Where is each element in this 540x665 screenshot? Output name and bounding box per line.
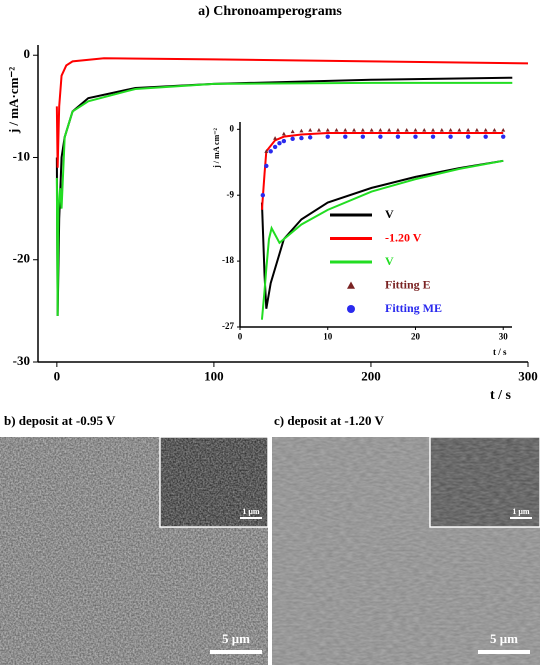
x-tick-label: 0 bbox=[238, 331, 243, 341]
scale-label: 5 μm bbox=[490, 631, 518, 646]
scale-label: 1 μm bbox=[242, 507, 260, 516]
marker bbox=[299, 135, 304, 141]
chart-title: a) Chronoamperograms bbox=[198, 4, 342, 19]
sem-image bbox=[0, 436, 269, 665]
y-tick-label: -27 bbox=[222, 321, 234, 331]
marker bbox=[325, 134, 330, 139]
data-line bbox=[55, 81, 513, 316]
marker bbox=[264, 149, 269, 153]
data-line bbox=[55, 76, 513, 317]
scale-label: 5 μm bbox=[222, 631, 250, 646]
y-tick-label: 0 bbox=[230, 123, 235, 133]
marker bbox=[413, 128, 418, 132]
marker bbox=[430, 134, 436, 139]
marker bbox=[501, 134, 506, 139]
marker bbox=[395, 128, 400, 132]
marker bbox=[299, 128, 304, 133]
marker bbox=[413, 134, 418, 139]
y-tick-label: -20 bbox=[13, 251, 30, 266]
marker bbox=[474, 128, 479, 132]
panel-label: b) deposit at -0.95 V bbox=[4, 413, 116, 428]
x-tick-label: 10 bbox=[323, 331, 333, 341]
marker bbox=[260, 193, 266, 198]
marker bbox=[334, 128, 339, 132]
sem-image bbox=[272, 436, 540, 665]
marker bbox=[273, 136, 278, 140]
marker bbox=[483, 134, 488, 139]
panel-label: c) deposit at -1.20 V bbox=[274, 413, 385, 428]
legend-label: Fitting ME bbox=[385, 301, 442, 315]
marker bbox=[290, 129, 295, 134]
x-tick-label: 200 bbox=[361, 368, 381, 383]
x-tick-label: 100 bbox=[204, 368, 224, 383]
marker bbox=[431, 128, 436, 132]
x-tick-label: 300 bbox=[518, 368, 538, 383]
data-line bbox=[55, 57, 529, 168]
marker bbox=[501, 128, 506, 132]
legend-label: Fitting E bbox=[385, 277, 431, 291]
marker bbox=[347, 281, 355, 289]
y-tick-label: -10 bbox=[13, 148, 30, 163]
marker bbox=[268, 149, 273, 154]
marker bbox=[465, 134, 471, 139]
x-axis-label: t / s bbox=[490, 388, 512, 403]
y-axis-label: j / mA·cm⁻² bbox=[6, 67, 21, 134]
legend-label: V bbox=[385, 254, 394, 268]
y-tick-label: -9 bbox=[227, 189, 235, 199]
marker bbox=[281, 138, 287, 144]
x-tick-label: 20 bbox=[411, 331, 421, 341]
x-tick-label: 30 bbox=[499, 331, 509, 341]
marker bbox=[466, 128, 471, 132]
legend-label: -1.20 V bbox=[385, 230, 422, 244]
marker bbox=[272, 144, 278, 150]
marker bbox=[378, 128, 383, 132]
marker bbox=[360, 134, 366, 139]
marker bbox=[369, 128, 374, 132]
marker bbox=[492, 128, 497, 132]
marker bbox=[264, 163, 269, 169]
marker bbox=[307, 135, 313, 140]
data-line bbox=[260, 159, 504, 320]
marker bbox=[378, 134, 383, 139]
marker bbox=[352, 128, 357, 132]
marker bbox=[290, 136, 295, 142]
marker bbox=[457, 128, 462, 132]
marker bbox=[448, 134, 453, 139]
data-line bbox=[260, 131, 504, 210]
y-tick-label: -18 bbox=[222, 255, 234, 265]
marker bbox=[395, 134, 401, 139]
marker bbox=[308, 128, 313, 132]
marker bbox=[360, 128, 365, 132]
marker bbox=[343, 128, 348, 132]
marker bbox=[439, 128, 444, 132]
marker bbox=[316, 128, 321, 132]
marker bbox=[387, 128, 392, 132]
inset-x-axis-label: t / s bbox=[493, 347, 507, 357]
inset-y-axis-label: j / mA cm⁻² bbox=[212, 128, 221, 169]
y-tick-label: -30 bbox=[13, 353, 30, 368]
data-line bbox=[260, 159, 504, 309]
marker bbox=[277, 141, 282, 146]
marker bbox=[483, 128, 488, 132]
marker bbox=[448, 128, 453, 132]
marker bbox=[325, 128, 330, 132]
marker bbox=[404, 128, 409, 132]
marker bbox=[347, 305, 355, 313]
scale-label: 1 μm bbox=[512, 507, 530, 516]
legend-label: V bbox=[385, 207, 394, 221]
y-tick-label: 0 bbox=[24, 46, 31, 61]
marker bbox=[422, 128, 427, 132]
marker bbox=[343, 134, 348, 139]
marker bbox=[281, 131, 286, 136]
x-tick-label: 0 bbox=[54, 368, 61, 383]
